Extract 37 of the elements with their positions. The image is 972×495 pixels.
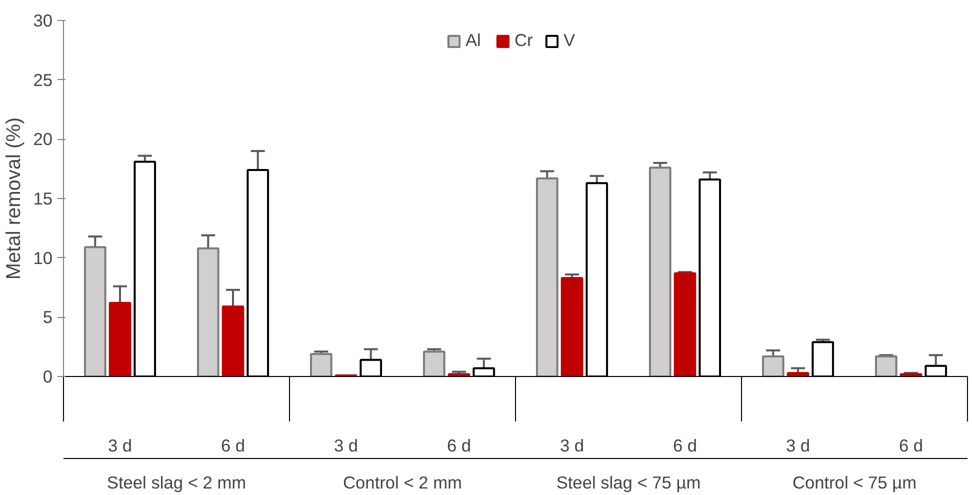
y-axis-title: Metal removal (%) (3, 117, 26, 280)
x-tick-label: 6 d (672, 436, 698, 456)
text: Control < 75 µm (792, 472, 917, 492)
bar (84, 246, 106, 376)
bar (448, 373, 470, 376)
bar (560, 277, 584, 376)
bar (536, 177, 558, 376)
y-tick-label: 30 (33, 10, 53, 30)
text: Control < 2 mm (343, 472, 462, 492)
legend-label: Cr (514, 30, 534, 51)
x-tick-label: 3 d (786, 436, 810, 456)
text: Steel slag < 2 mm (106, 472, 246, 492)
x-tick-label: 3 d (560, 436, 584, 456)
y-tick-label: 20 (33, 129, 53, 150)
y-tick-label: 15 (33, 188, 53, 208)
bar (674, 272, 696, 376)
y-tick-label: 25 (33, 70, 53, 90)
y-tick-label: 5 (42, 307, 53, 328)
bar (196, 247, 220, 376)
bar (874, 355, 898, 376)
bar (310, 352, 332, 376)
x-tick-label: 6 d (446, 436, 472, 456)
y-tick-label: 10 (33, 248, 53, 268)
x-tick-label: 3 d (108, 436, 132, 456)
x-tick-label: 6 d (220, 436, 246, 456)
y-tick-label: 0 (42, 366, 53, 386)
bar (108, 302, 132, 376)
bar (900, 373, 922, 376)
x-tick-label: 6 d (898, 436, 924, 456)
x-tick-label: 3 d (334, 436, 358, 456)
text: Steel slag < 75 µm (556, 472, 701, 492)
legend-label: Al (466, 30, 482, 51)
bar (422, 350, 446, 376)
bar (762, 355, 784, 376)
bar (648, 166, 672, 376)
bar (222, 305, 244, 376)
legend-label: V (564, 30, 576, 51)
